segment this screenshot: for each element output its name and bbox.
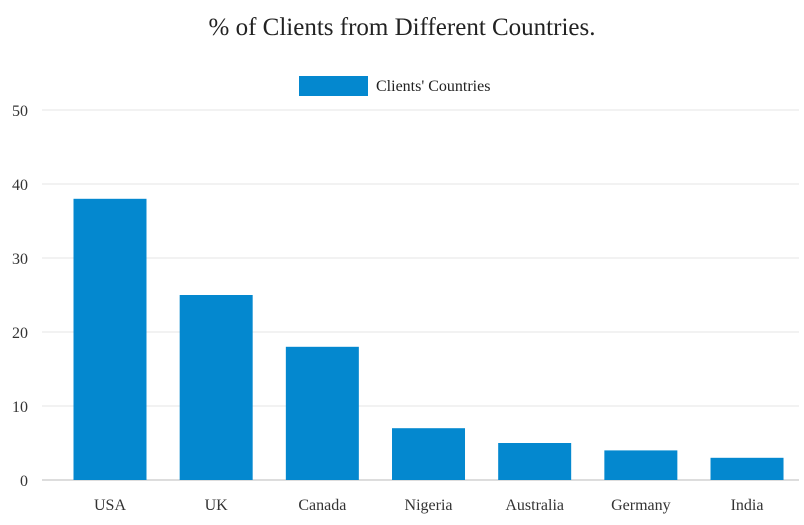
legend-swatch[interactable] [299, 76, 368, 96]
bar-australia[interactable] [498, 443, 572, 480]
x-tick-label: India [731, 497, 764, 514]
x-tick-label: USA [94, 497, 126, 514]
bar-usa[interactable] [73, 198, 147, 481]
bar-uk[interactable] [179, 295, 253, 480]
y-axis-labels: 0 10 20 30 40 50 [12, 103, 28, 490]
y-tick-label: 40 [12, 177, 28, 194]
x-tick-label: Canada [298, 497, 346, 514]
bar-germany[interactable] [604, 450, 678, 480]
bar-canada[interactable] [285, 346, 359, 480]
y-tick-label: 30 [12, 251, 28, 268]
bar-india[interactable] [710, 457, 784, 480]
x-tick-label: Nigeria [405, 497, 453, 514]
y-tick-label: 50 [12, 103, 28, 120]
bar-nigeria[interactable] [392, 428, 466, 480]
x-tick-label: UK [205, 497, 229, 514]
legend[interactable]: Clients' Countries [299, 76, 490, 96]
grid-lines [42, 109, 799, 481]
x-axis-labels: USA UK Canada Nigeria Australia Germany India [94, 497, 763, 514]
chart-title: % of Clients from Different Countries. [208, 14, 596, 41]
y-tick-label: 20 [12, 325, 28, 342]
x-tick-label: Australia [505, 497, 564, 514]
bars [73, 198, 784, 481]
legend-label[interactable]: Clients' Countries [376, 78, 490, 95]
y-tick-label: 0 [20, 473, 28, 490]
y-tick-label: 10 [12, 399, 28, 416]
x-tick-label: Germany [611, 497, 671, 514]
